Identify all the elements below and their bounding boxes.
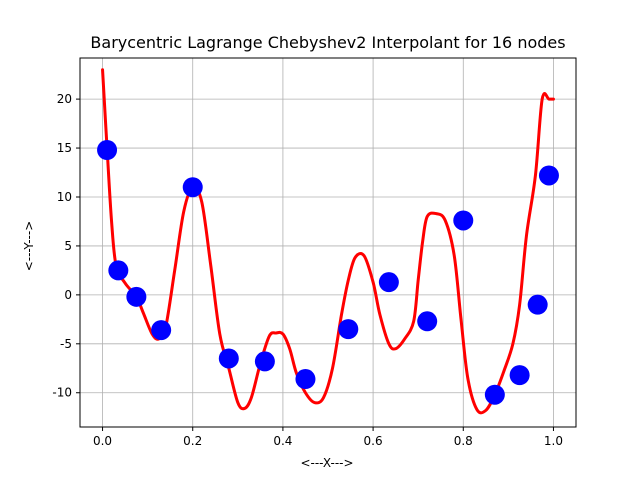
- x-tick-label: 0.0: [93, 434, 112, 448]
- node-point: [338, 319, 359, 340]
- x-tick-label: 1.0: [544, 434, 563, 448]
- node-point: [453, 210, 474, 231]
- node-point: [126, 286, 147, 307]
- axes-frame: [79, 57, 577, 428]
- node-point: [151, 320, 172, 341]
- node-point: [527, 294, 548, 315]
- node-point: [108, 260, 129, 281]
- y-tick-label: 15: [57, 141, 72, 155]
- node-point: [484, 384, 505, 405]
- node-point: [97, 140, 118, 161]
- chart-title: Barycentric Lagrange Chebyshev2 Interpol…: [90, 33, 565, 52]
- node-point: [295, 369, 316, 390]
- x-tick-label: 0.4: [273, 434, 292, 448]
- node-point: [509, 365, 530, 386]
- node-point: [417, 311, 438, 332]
- curve-layer: [101, 68, 555, 415]
- node-point: [254, 351, 275, 372]
- y-axis-label: <---Y--->: [22, 221, 36, 272]
- y-tick-label: 20: [57, 92, 72, 106]
- y-tick-label: -5: [60, 337, 72, 351]
- grid-layer: [80, 58, 576, 427]
- tick-layer: 0.0 0.2 0.4 0.6 0.8 1.0 -10 -5 0 5 10 15 20: [52, 92, 563, 448]
- x-tick-label: 0.8: [454, 434, 473, 448]
- x-tick-label: 0.6: [364, 434, 383, 448]
- y-tick-label: 10: [57, 190, 72, 204]
- node-point: [538, 165, 559, 186]
- interpolant-curve: [101, 68, 555, 415]
- node-point: [182, 177, 203, 198]
- y-tick-label: -10: [52, 386, 72, 400]
- x-tick-label: 0.2: [183, 434, 202, 448]
- node-point: [218, 348, 239, 369]
- y-tick-label: 0: [64, 288, 72, 302]
- y-tick-label: 5: [64, 239, 72, 253]
- node-point: [378, 272, 399, 293]
- points-layer: [97, 140, 559, 405]
- x-axis-label: <---X--->: [300, 456, 353, 470]
